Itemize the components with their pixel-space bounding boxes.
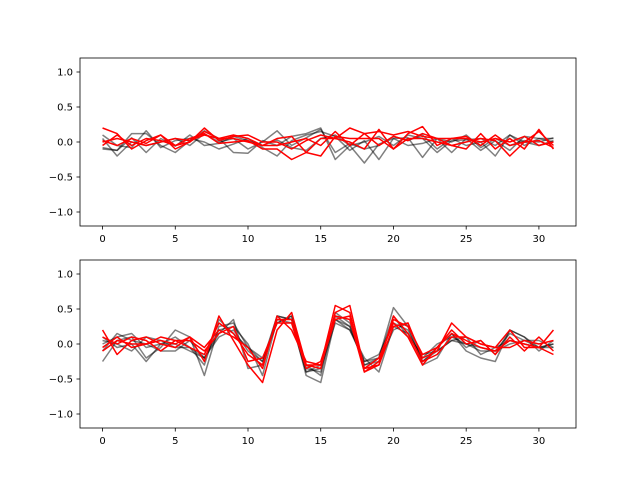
series-line-red-6 xyxy=(102,125,554,157)
bottom-subplot: 0 5 10 15 20 25 30 −1.0 −0.5 0.0 0.5 1.0 xyxy=(49,259,577,447)
series-line-red-7 xyxy=(102,315,554,373)
x-tick-label: 0 xyxy=(99,234,105,245)
x-tick-label: 15 xyxy=(314,436,327,447)
x-tick-label: 0 xyxy=(99,436,105,447)
y-tick-label: 0.5 xyxy=(57,103,73,114)
x-tick-label: 20 xyxy=(387,234,400,245)
y-tick-label: 0.0 xyxy=(57,138,73,149)
series-line-red-8 xyxy=(102,315,554,370)
y-tick-label: −0.5 xyxy=(49,375,73,386)
y-tick-label: 0.5 xyxy=(57,305,73,316)
y-tick-label: 1.0 xyxy=(57,68,73,79)
series-line-red-4 xyxy=(102,127,555,150)
x-tick-label: 25 xyxy=(460,436,473,447)
series-line-gray-0 xyxy=(102,127,554,164)
y-tick-label: −0.5 xyxy=(49,173,73,184)
series-line-gray-2 xyxy=(102,130,554,161)
y-tick-label: −1.0 xyxy=(49,208,73,219)
x-tick-label: 5 xyxy=(172,234,178,245)
top-subplot: 0 5 10 15 20 25 30 −1.0 −0.5 0.0 0.5 1.0 xyxy=(49,57,577,245)
x-tick-label: 30 xyxy=(533,234,546,245)
series-line-red-7 xyxy=(102,130,554,147)
x-tick-label: 15 xyxy=(314,234,327,245)
x-tick-label: 30 xyxy=(533,436,546,447)
x-tick-label: 25 xyxy=(460,234,473,245)
x-tick-label: 10 xyxy=(242,234,255,245)
y-tick-label: −1.0 xyxy=(49,410,73,421)
y-tick-label: 1.0 xyxy=(57,270,73,281)
x-tick-label: 10 xyxy=(242,436,255,447)
x-tick-label: 5 xyxy=(172,436,178,447)
y-tick-label: 0.0 xyxy=(57,340,73,351)
x-tick-label: 20 xyxy=(387,436,400,447)
